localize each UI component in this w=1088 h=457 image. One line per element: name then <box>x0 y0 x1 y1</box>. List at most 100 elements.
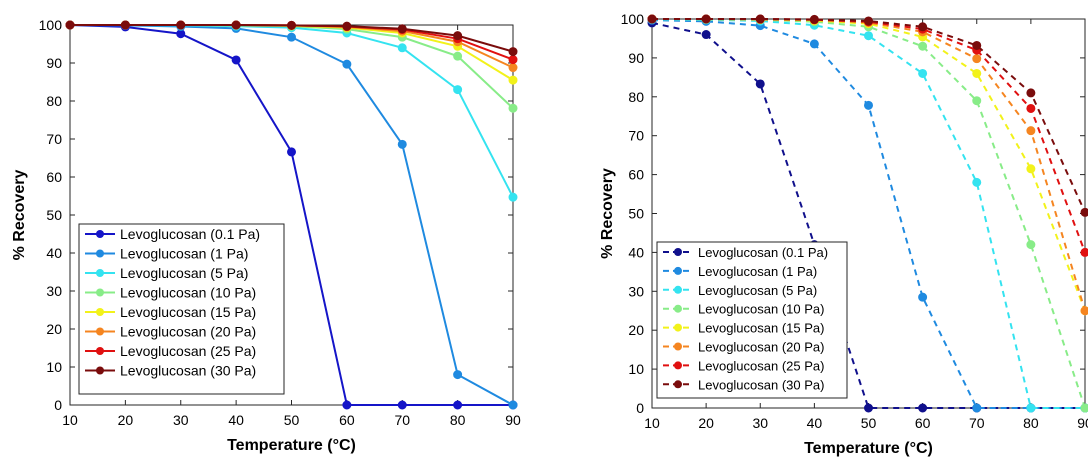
data-point <box>342 400 352 410</box>
data-point <box>176 20 186 30</box>
legend-swatch-marker <box>674 266 682 275</box>
legend-box <box>656 241 848 399</box>
y-tick-label: 50 <box>46 207 62 223</box>
legend-label: Levoglucosan (5 Pa) <box>120 265 248 281</box>
legend-label: Levoglucosan (0.1 Pa) <box>698 245 828 260</box>
data-point <box>508 192 518 202</box>
series-7 <box>647 14 1088 217</box>
legend-swatch-marker <box>674 248 682 256</box>
data-point <box>1026 240 1036 250</box>
legend-item: Levoglucosan (1 Pa) <box>85 246 248 262</box>
data-point <box>508 47 518 57</box>
data-point <box>65 20 75 30</box>
series-line <box>651 21 1085 409</box>
y-tick-label: 10 <box>628 361 644 377</box>
data-point <box>918 68 928 78</box>
x-tick-label: 40 <box>228 412 244 428</box>
legend-swatch-marker <box>674 285 682 294</box>
legend-label: Levoglucosan (15 Pa) <box>698 321 824 336</box>
legend-label: Levoglucosan (25 Pa) <box>120 343 256 359</box>
x-axis-label: Temperature (°C) <box>227 437 356 454</box>
y-tick-label: 40 <box>46 245 62 261</box>
data-point <box>918 403 928 413</box>
data-point <box>972 68 982 78</box>
x-tick-label: 80 <box>450 412 466 428</box>
series-line <box>651 18 1086 409</box>
y-tick-label: 90 <box>46 55 62 71</box>
data-point <box>809 39 819 49</box>
data-point <box>231 55 241 65</box>
y-tick-label: 30 <box>46 283 62 299</box>
x-tick-label: 80 <box>1023 415 1039 431</box>
legend-label: Levoglucosan (1 Pa) <box>120 246 248 262</box>
legend-label: Levoglucosan (20 Pa) <box>120 324 256 340</box>
chart-left: 10 20 30 40 50 60 70 80 900102030405060708090100… <box>11 17 521 454</box>
data-point <box>1080 207 1088 217</box>
legend-label: Levoglucosan (1 Pa) <box>698 264 817 279</box>
y-tick-label: 90 <box>628 50 644 66</box>
y-tick-label: 60 <box>46 169 62 185</box>
x-tick-label: 20 <box>698 415 714 431</box>
x-tick-label: 70 <box>394 412 410 428</box>
data-point <box>701 14 711 24</box>
chart-right: 1020304050607080900102030405060708090100… <box>599 11 1088 457</box>
data-point <box>397 400 407 410</box>
legend-item: Levoglucosan (15 Pa) <box>85 304 256 320</box>
y-tick-label: 80 <box>46 93 62 109</box>
y-tick-label: 30 <box>628 283 644 299</box>
legend-label: Levoglucosan (10 Pa) <box>120 285 256 301</box>
data-point <box>918 41 928 51</box>
x-tick-label: 70 <box>969 415 985 431</box>
legend-swatch-marker <box>96 230 104 238</box>
y-tick-label: 80 <box>628 89 644 105</box>
data-point <box>701 30 711 40</box>
data-point <box>1026 403 1036 413</box>
x-tick-label: 90 <box>1077 415 1088 431</box>
legend-item: Levoglucosan (0.1 Pa) <box>85 226 260 242</box>
y-tick-label: 70 <box>46 131 62 147</box>
series-7 <box>65 20 518 57</box>
x-tick-label: 90 <box>505 412 521 428</box>
data-point <box>287 20 296 30</box>
y-tick-label: 20 <box>46 321 62 337</box>
y-tick-label: 10 <box>46 359 62 375</box>
data-point <box>864 100 873 110</box>
legend-swatch-marker <box>96 347 104 355</box>
y-tick-label: 20 <box>628 322 644 338</box>
data-point <box>864 31 873 41</box>
data-point <box>231 20 241 30</box>
x-tick-label: 50 <box>284 412 300 428</box>
data-point <box>453 51 463 61</box>
data-point <box>1026 164 1036 174</box>
legend-item: Levoglucosan (20 Pa) <box>663 340 824 355</box>
y-tick-label: 50 <box>628 206 644 222</box>
y-tick-label: 100 <box>39 17 63 33</box>
legend-item: Levoglucosan (25 Pa) <box>85 343 256 359</box>
data-point <box>918 292 928 302</box>
legend: Levoglucosan (0.1 Pa) Levoglucosan (1 Pa)… <box>78 223 285 395</box>
legend: Levoglucosan (0.1 Pa) Levoglucosan (1 Pa)… <box>656 241 848 399</box>
x-tick-label: 20 <box>118 412 134 428</box>
data-point <box>397 139 407 149</box>
data-point <box>972 403 982 413</box>
data-point <box>972 54 982 64</box>
data-point <box>120 20 130 30</box>
data-point <box>342 21 352 31</box>
data-point <box>864 16 873 26</box>
y-tick-label: 40 <box>628 244 644 260</box>
legend-item: Levoglucosan (10 Pa) <box>85 285 256 301</box>
legend-label: Levoglucosan (15 Pa) <box>120 304 256 320</box>
x-tick-label: 30 <box>173 412 189 428</box>
legend-item: Levoglucosan (0.1 Pa) <box>663 245 828 260</box>
series-line <box>652 18 1086 213</box>
data-point <box>1080 247 1088 257</box>
data-point <box>972 96 982 106</box>
x-tick-label: 40 <box>807 415 823 431</box>
data-point <box>453 85 463 95</box>
legend-item: Levoglucosan (30 Pa) <box>85 363 256 379</box>
series-2 <box>65 20 518 202</box>
y-axis-label: % Recovery <box>599 168 616 259</box>
legend-item: Levoglucosan (5 Pa) <box>85 265 248 281</box>
data-point <box>1026 126 1036 136</box>
